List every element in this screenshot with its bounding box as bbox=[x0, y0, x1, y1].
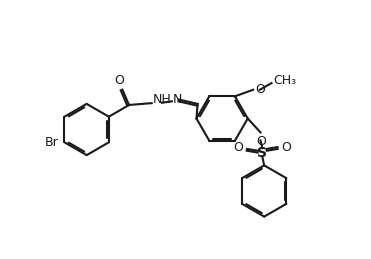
Text: O: O bbox=[256, 135, 266, 148]
Text: CH₃: CH₃ bbox=[273, 74, 296, 87]
Text: N: N bbox=[173, 93, 182, 106]
Text: O: O bbox=[255, 83, 265, 96]
Text: O: O bbox=[233, 141, 243, 154]
Text: Br: Br bbox=[45, 136, 59, 149]
Text: S: S bbox=[257, 146, 267, 160]
Text: O: O bbox=[115, 74, 124, 87]
Text: NH: NH bbox=[153, 93, 171, 106]
Text: O: O bbox=[281, 141, 291, 154]
